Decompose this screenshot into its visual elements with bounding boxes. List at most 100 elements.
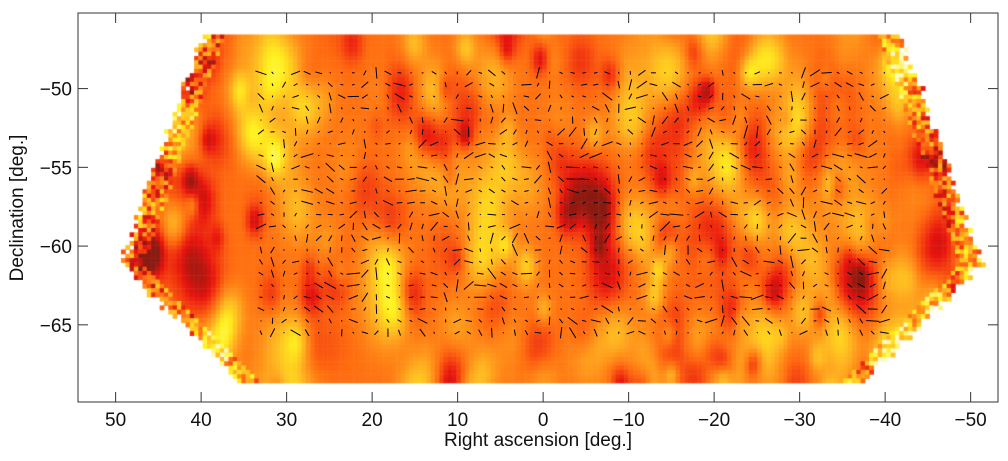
polarization-vector: [802, 81, 805, 89]
polarization-vector: [560, 166, 562, 169]
polarization-vector: [372, 223, 381, 230]
polarization-vector: [617, 306, 620, 312]
polarization-vector: [663, 201, 667, 204]
polarization-vector: [387, 237, 389, 240]
polarization-vector: [315, 71, 323, 75]
polarization-vector: [409, 116, 413, 124]
polarization-vector: [488, 142, 496, 145]
polarization-vector: [777, 259, 784, 264]
polarization-vector: [605, 83, 609, 86]
polarization-vector: [848, 166, 851, 169]
polarization-vector: [663, 178, 667, 181]
polarization-vector: [776, 295, 784, 300]
polarization-vector: [421, 249, 424, 251]
polarization-vector: [570, 201, 575, 204]
polarization-vector: [337, 94, 346, 99]
polarization-vector: [867, 293, 879, 301]
polarization-vector: [305, 116, 309, 124]
polarization-vector: [523, 232, 530, 244]
polarization-vector: [718, 211, 727, 218]
polarization-vector: [443, 292, 448, 303]
polarization-vector: [810, 82, 820, 88]
polarization-vector: [821, 165, 833, 170]
polarization-vector: [778, 83, 783, 86]
polarization-vector: [883, 71, 886, 74]
polarization-vector: [756, 331, 759, 334]
polarization-vector: [648, 211, 659, 219]
polarization-vector: [431, 177, 438, 181]
polarization-vector: [593, 71, 598, 74]
polarization-vector: [624, 106, 636, 111]
polarization-vector: [697, 308, 702, 310]
polarization-vector: [767, 142, 770, 145]
polarization-vector: [349, 210, 358, 219]
polarization-vector: [756, 272, 759, 275]
polarization-vector: [664, 106, 666, 110]
polarization-vector: [501, 71, 506, 75]
polarization-vector: [283, 178, 285, 180]
polarization-vector: [385, 142, 391, 145]
polarization-vector: [350, 308, 356, 310]
polarization-vector: [697, 127, 702, 137]
polarization-vector: [306, 142, 309, 145]
polarization-vector: [766, 128, 772, 136]
polarization-vector: [709, 224, 713, 228]
polarization-vector: [617, 80, 621, 89]
polarization-vector: [467, 296, 470, 299]
polarization-vector: [683, 165, 694, 169]
polarization-vector: [860, 225, 863, 228]
polarization-vector: [764, 317, 773, 324]
polarization-vector: [856, 174, 866, 184]
y-tick-label: −55: [40, 158, 72, 179]
polarization-vector: [327, 257, 334, 267]
polarization-vector: [837, 272, 840, 275]
polarization-vector: [743, 284, 749, 287]
polarization-vector: [548, 197, 552, 209]
polarization-vector: [479, 107, 482, 110]
polarization-vector: [663, 330, 666, 335]
polarization-vector: [603, 201, 612, 204]
polarization-vector: [683, 141, 693, 146]
polarization-vector: [294, 212, 297, 217]
polarization-vector: [662, 305, 668, 313]
polarization-vector: [721, 331, 724, 335]
polarization-vector: [479, 201, 482, 204]
polarization-vector: [398, 308, 401, 311]
polarization-vector: [825, 234, 828, 242]
polarization-vector: [456, 296, 458, 299]
polarization-vector: [652, 95, 655, 98]
polarization-vector: [386, 272, 390, 275]
polarization-vector: [615, 236, 623, 241]
polarization-vector: [837, 296, 839, 298]
polarization-vector: [396, 202, 403, 204]
polarization-vector: [317, 166, 320, 169]
polarization-vector: [674, 234, 679, 242]
polarization-vector: [430, 271, 438, 276]
polarization-vector: [290, 70, 301, 76]
polarization-vector: [847, 283, 853, 288]
polarization-vector: [271, 177, 274, 182]
polarization-vector: [786, 212, 797, 218]
polarization-vector: [257, 213, 265, 216]
polarization-vector: [364, 130, 366, 133]
polarization-vector: [292, 94, 299, 99]
polarization-vector: [754, 246, 760, 254]
polarization-vector: [788, 281, 796, 290]
polarization-vector: [283, 237, 286, 240]
polarization-vector: [478, 329, 483, 336]
polarization-vector: [361, 269, 369, 278]
polarization-vector: [444, 154, 447, 157]
polarization-vector: [548, 249, 551, 251]
polarization-vector: [744, 141, 748, 146]
polarization-vector: [477, 165, 483, 169]
polarization-vector: [825, 261, 828, 263]
polarization-vector: [870, 330, 875, 335]
polarization-vector: [740, 164, 751, 171]
polarization-vector: [326, 305, 334, 313]
polarization-vector: [604, 71, 611, 75]
polarization-vector: [650, 154, 657, 157]
polarization-vector: [756, 213, 759, 216]
polarization-vector: [844, 212, 855, 217]
polarization-vector: [636, 294, 648, 300]
polarization-vector: [732, 130, 736, 134]
